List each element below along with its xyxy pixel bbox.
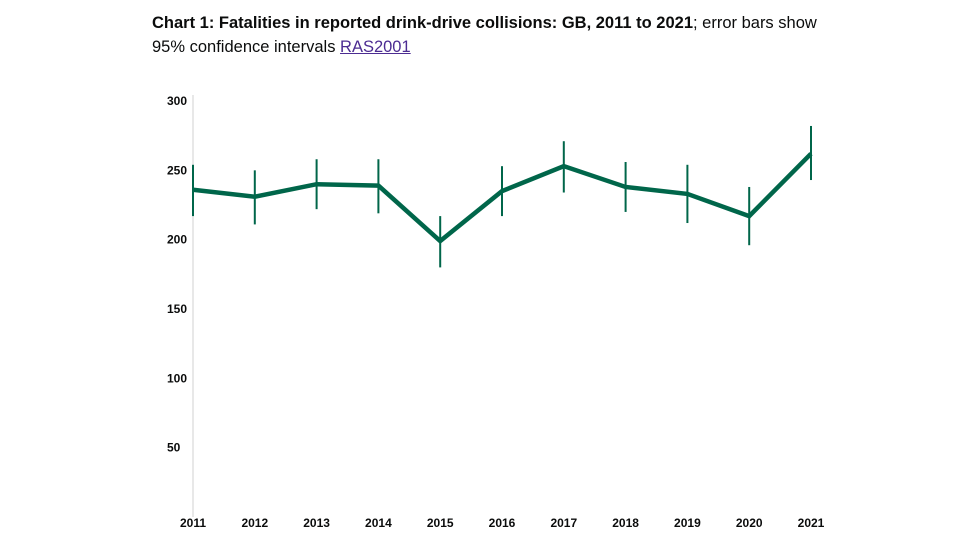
x-tick-label: 2021 <box>798 516 825 530</box>
y-tick-label: 200 <box>167 233 187 247</box>
y-tick-label: 250 <box>167 163 187 177</box>
y-tick-label: 300 <box>167 94 187 108</box>
x-tick-label: 2012 <box>241 516 268 530</box>
y-tick-label: 100 <box>167 371 187 385</box>
chart-title: Chart 1: Fatalities in reported drink-dr… <box>152 11 852 59</box>
chart-title-bold: Chart 1: Fatalities in reported drink-dr… <box>152 14 693 32</box>
chart-title-note: ; error bars show 95% confidence interva… <box>152 14 817 56</box>
y-tick-label: 150 <box>167 302 187 316</box>
x-tick-label: 2015 <box>427 516 454 530</box>
x-tick-label: 2016 <box>489 516 516 530</box>
x-tick-label: 2018 <box>612 516 639 530</box>
x-tick-label: 2011 <box>180 516 206 530</box>
ras2001-link[interactable]: RAS2001 <box>340 38 411 56</box>
x-tick-label: 2013 <box>303 516 330 530</box>
x-tick-label: 2019 <box>674 516 701 530</box>
x-tick-label: 2014 <box>365 516 392 530</box>
x-tick-label: 2020 <box>736 516 763 530</box>
y-tick-label: 50 <box>167 441 181 455</box>
x-tick-label: 2017 <box>550 516 577 530</box>
